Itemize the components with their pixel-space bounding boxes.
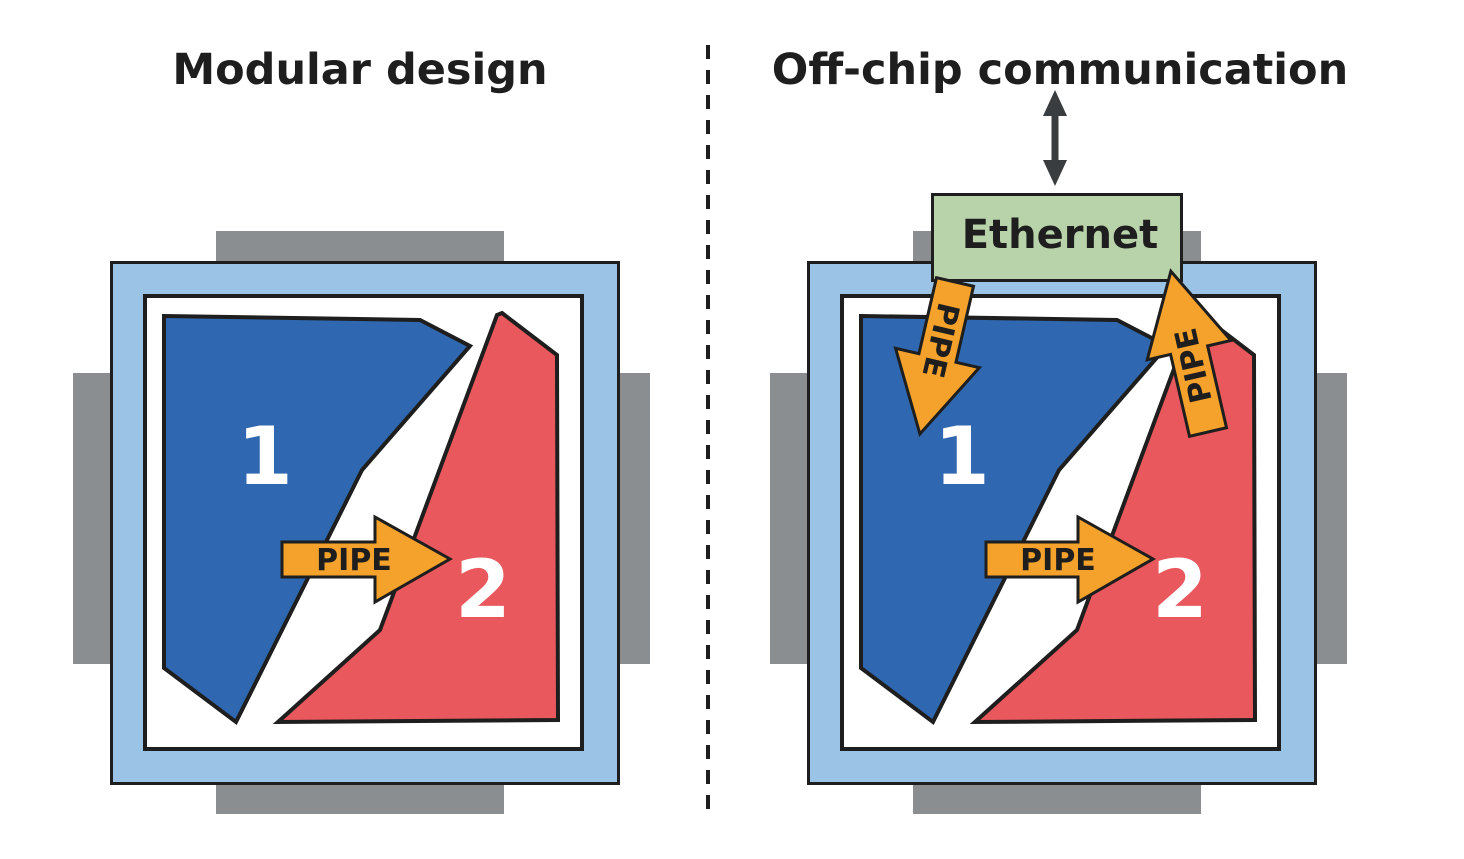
panel-title-offchip: Off-chip communication — [771, 45, 1349, 95]
pin-bank-right — [1314, 373, 1347, 664]
pin-bank-left — [73, 373, 113, 664]
pipe-label: PIPE — [316, 543, 392, 578]
region-1-label: 1 — [934, 410, 990, 503]
region-1-label: 1 — [237, 410, 293, 503]
region-1 — [162, 313, 474, 726]
region-1 — [859, 313, 1171, 726]
pipe-arrow: PIPE — [280, 514, 454, 605]
pin-bank-bottom — [913, 782, 1201, 814]
panel-title-modular: Modular design — [172, 45, 548, 95]
chip-right: 1 2 Ethernet PIPE PIPE — [770, 90, 1347, 814]
ethernet-label: Ethernet — [962, 212, 1159, 258]
pipe-arrow: PIPE — [984, 514, 1157, 605]
pin-bank-bottom — [216, 782, 504, 814]
region-2-label: 2 — [1152, 543, 1208, 636]
region-2 — [272, 310, 561, 725]
pin-bank-right — [617, 373, 650, 664]
pipe-arrow-2-to-ethernet: PIPE — [1145, 268, 1234, 439]
chip-left: 1 2 PIPE — [73, 231, 650, 814]
ethernet-block — [931, 193, 1183, 282]
pipe-label: PIPE — [1020, 543, 1096, 578]
pin-bank-top — [216, 231, 504, 265]
region-2-label: 2 — [455, 543, 511, 636]
offchip-double-arrow — [1043, 90, 1067, 186]
pin-bank-left — [770, 373, 810, 664]
